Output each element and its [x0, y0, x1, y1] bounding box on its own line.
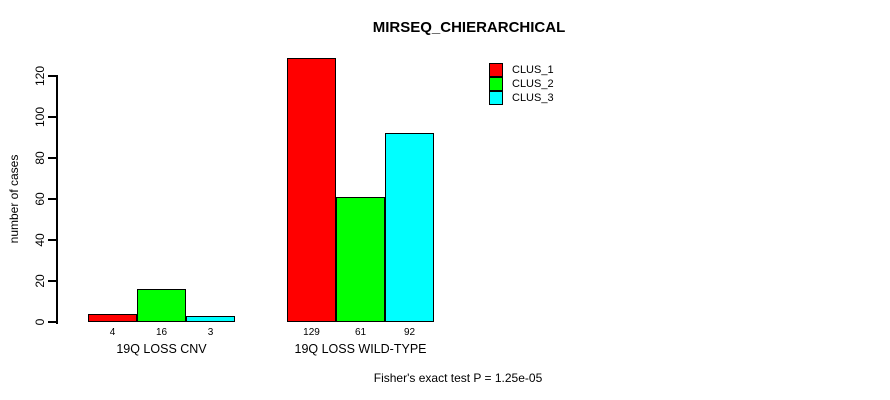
y-tick-label: 60 — [33, 192, 47, 206]
bar-clus_3-group2 — [385, 133, 434, 322]
bar-value-label: 92 — [403, 327, 416, 338]
x-category-label: 19Q LOSS WILD-TYPE — [294, 342, 427, 356]
y-tick-label: 100 — [33, 106, 47, 128]
y-tick — [48, 75, 56, 77]
bar-clus_2-group1 — [137, 289, 186, 322]
legend-label: CLUS_2 — [512, 78, 554, 90]
legend-row: CLUS_3 — [489, 91, 554, 105]
y-axis-title: number of cases — [7, 154, 21, 244]
legend-label: CLUS_3 — [512, 92, 554, 104]
legend-swatch-icon — [489, 77, 503, 91]
bar-clus_1-group1 — [88, 314, 137, 322]
bar-value-label: 16 — [155, 327, 168, 338]
bar-value-label: 61 — [354, 327, 367, 338]
legend-label: CLUS_1 — [512, 64, 554, 76]
y-tick-label: 80 — [33, 151, 47, 165]
annotation-text: Fisher's exact test P = 1.25e-05 — [373, 371, 543, 385]
y-tick — [48, 280, 56, 282]
bar-clus_2-group2 — [336, 197, 385, 322]
y-tick-label: 20 — [33, 274, 47, 288]
y-tick-label: 40 — [33, 233, 47, 247]
x-category-label: 19Q LOSS CNV — [116, 342, 207, 356]
y-tick — [48, 239, 56, 241]
legend: CLUS_1 CLUS_2 CLUS_3 — [489, 63, 554, 105]
y-tick — [48, 116, 56, 118]
bar-clus_3-group1 — [186, 316, 235, 322]
legend-swatch-icon — [489, 63, 503, 77]
bar-value-label: 129 — [303, 327, 320, 338]
legend-swatch-icon — [489, 91, 503, 105]
y-tick — [48, 157, 56, 159]
y-tick-label: 120 — [33, 65, 47, 87]
y-tick — [48, 321, 56, 323]
chart-title: MIRSEQ_CHIERARCHICAL — [372, 19, 566, 36]
bar-value-label: 3 — [207, 327, 214, 338]
bar-clus_1-group2 — [287, 58, 336, 322]
legend-row: CLUS_2 — [489, 77, 554, 91]
y-axis-line — [56, 75, 58, 324]
y-tick — [48, 198, 56, 200]
y-tick-label: 0 — [33, 318, 47, 326]
bar-value-label: 4 — [109, 327, 116, 338]
legend-row: CLUS_1 — [489, 63, 554, 77]
